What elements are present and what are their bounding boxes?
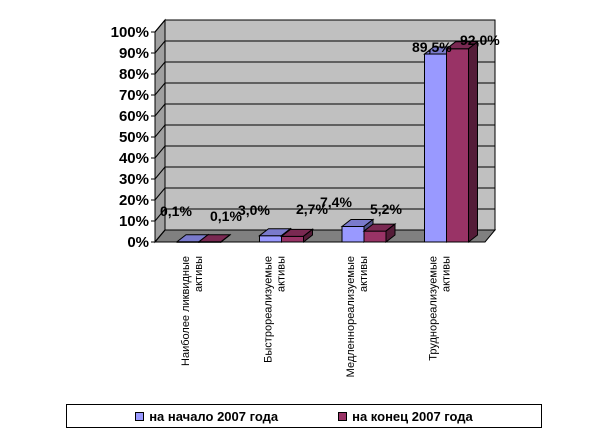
bars (175, 40, 479, 244)
data-labels: 0,1% 3,0% 7,4%89,5%0,1% 2,7% 5,2%92,0% (160, 32, 500, 224)
gridline-diag (154, 61, 166, 75)
gridline-diag (154, 82, 166, 96)
bar-end-1 (280, 228, 314, 244)
legend-item-start: на начало 2007 года (135, 409, 278, 424)
legend-label-end: на конец 2007 года (352, 408, 473, 424)
legend-swatch-end (338, 411, 348, 421)
bar-end-2 (362, 223, 397, 244)
y-tick-label: 50% (119, 129, 149, 146)
data-label: 5,2% (370, 201, 402, 217)
gridline-diag (154, 19, 166, 33)
gridline-diag (154, 229, 166, 243)
y-tick-label: 100% (111, 24, 149, 41)
y-tick-label: 0% (127, 234, 149, 251)
bar-front (424, 53, 447, 243)
bar-side (303, 228, 313, 244)
y-axis-tick-labels: 0% 10% 20% 30% 40% 50% 60% 70% 80% 90% 100% (111, 24, 149, 251)
data-label: 0,1% (160, 203, 192, 219)
bar-end-3 (445, 40, 479, 244)
legend: на начало 2007 года на конец 2007 года (66, 404, 542, 428)
data-label: 3,0% (238, 202, 270, 218)
bar-front (363, 230, 387, 243)
gridline-diag (154, 166, 166, 180)
category-label: Быстрореализуемыеактивы (263, 256, 288, 363)
gridline-diag (154, 187, 166, 201)
gridline-diag (154, 145, 166, 159)
data-label: 7,4% (320, 194, 352, 210)
y-tick-label: 40% (119, 150, 149, 167)
y-tick-label: 70% (119, 87, 149, 104)
bar-front (341, 225, 365, 243)
data-label: 92,0% (460, 32, 500, 48)
bar-front (446, 48, 469, 243)
data-label: 89,5% (412, 39, 452, 55)
y-tick-label: 60% (119, 108, 149, 125)
data-label: 0,1% (210, 208, 242, 224)
y-tick-label: 10% (119, 213, 149, 230)
y-tick-label: 90% (119, 45, 149, 62)
chart: 0%10%20%30%40%50%60%70%80%90%100% 0,1% 3,… (111, 18, 500, 377)
category-label: Наиболее ликвидныеактивы (180, 256, 205, 366)
category-label: Труднореализуемыеактивы (428, 256, 453, 361)
gridline-diag (154, 40, 166, 54)
category-label: Медленнореализуемыеактивы (345, 256, 370, 377)
gridline-diag (154, 208, 166, 222)
y-tick-label: 30% (119, 171, 149, 188)
legend-item-end: на конец 2007 года (338, 409, 473, 424)
gridline-diag (154, 124, 166, 138)
bar-front (259, 235, 282, 243)
bar-end-0 (197, 233, 232, 244)
data-label: 2,7% (296, 201, 328, 217)
category-labels: Наиболее ликвидныеактивы Быстрореализуемы… (180, 256, 453, 377)
bar-front (281, 235, 304, 243)
legend-label-start: на начало 2007 года (149, 408, 279, 424)
gridline-diag (154, 103, 166, 117)
bar-side (220, 233, 231, 244)
bar-side (468, 40, 478, 244)
bar-side (385, 223, 396, 244)
y-tick-label: 80% (119, 66, 149, 83)
y-tick-label: 20% (119, 192, 149, 209)
legend-swatch-start (135, 411, 145, 421)
